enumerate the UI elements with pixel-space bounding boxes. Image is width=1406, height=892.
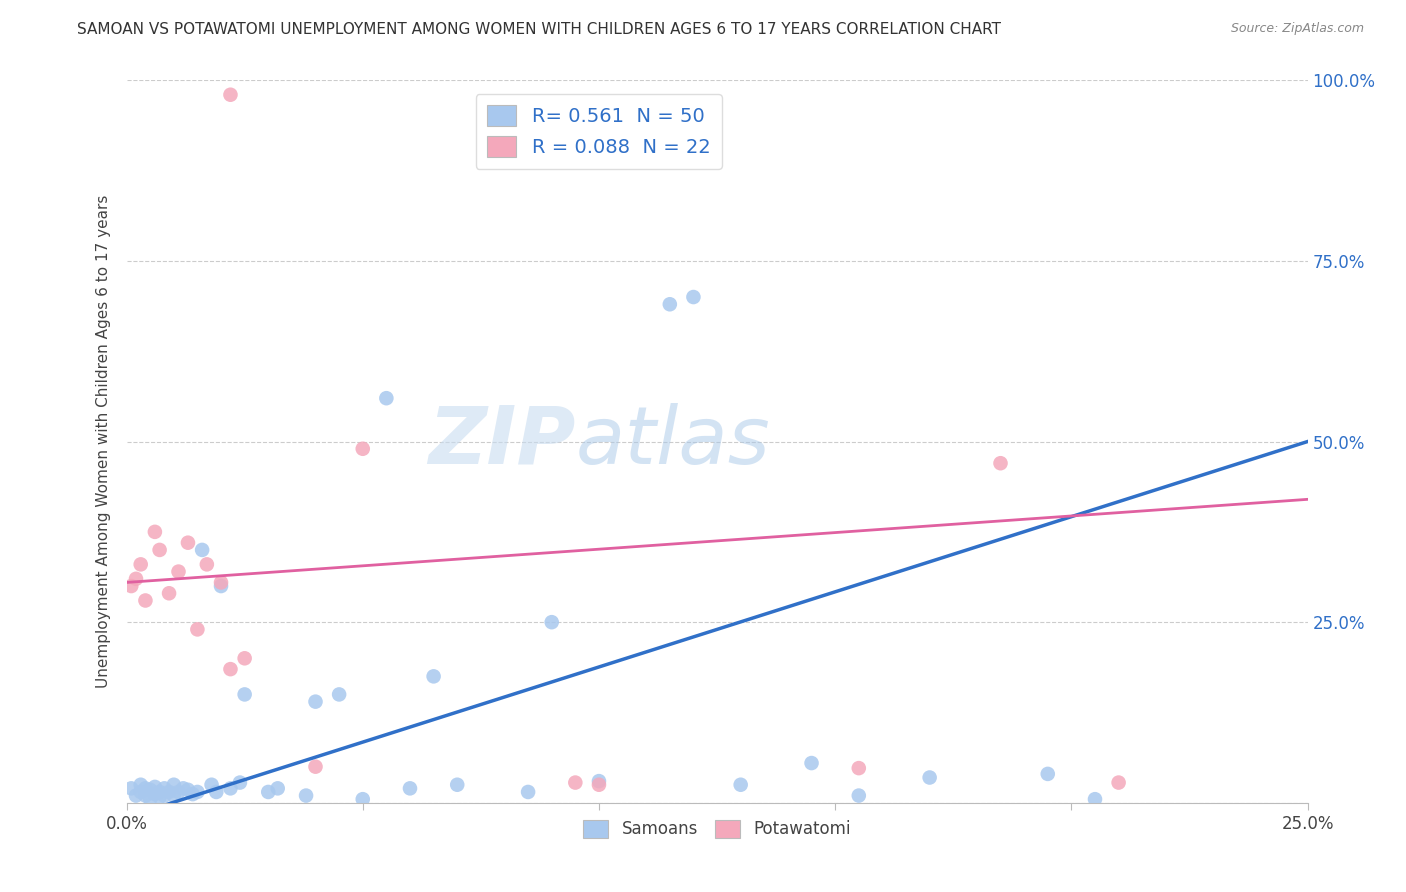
Legend: Samoans, Potawatomi: Samoans, Potawatomi xyxy=(576,813,858,845)
Text: atlas: atlas xyxy=(575,402,770,481)
Point xyxy=(918,771,941,785)
Point xyxy=(149,542,172,557)
Point xyxy=(143,524,166,539)
Point xyxy=(1084,792,1107,806)
Point xyxy=(172,781,194,796)
Point xyxy=(540,615,562,630)
Point xyxy=(352,792,374,806)
Point xyxy=(134,781,156,796)
Point xyxy=(167,785,190,799)
Point xyxy=(267,781,290,796)
Point xyxy=(205,785,228,799)
Point xyxy=(304,695,326,709)
Point xyxy=(848,761,870,775)
Point xyxy=(139,792,162,806)
Point xyxy=(800,756,823,770)
Point xyxy=(304,760,326,774)
Point xyxy=(153,781,176,796)
Point xyxy=(129,778,152,792)
Point xyxy=(139,782,162,797)
Point xyxy=(564,775,586,789)
Text: ZIP: ZIP xyxy=(427,402,575,481)
Point xyxy=(1036,767,1059,781)
Point xyxy=(730,778,752,792)
Point xyxy=(209,575,232,590)
Point xyxy=(233,651,256,665)
Point xyxy=(120,781,142,796)
Point xyxy=(129,558,152,572)
Point xyxy=(375,391,398,405)
Point xyxy=(257,785,280,799)
Y-axis label: Unemployment Among Women with Children Ages 6 to 17 years: Unemployment Among Women with Children A… xyxy=(96,194,111,689)
Point xyxy=(328,687,350,701)
Point xyxy=(167,565,190,579)
Point xyxy=(181,787,204,801)
Point xyxy=(233,687,256,701)
Point xyxy=(177,535,200,549)
Point xyxy=(295,789,318,803)
Point xyxy=(219,781,242,796)
Point xyxy=(143,780,166,794)
Point xyxy=(658,297,681,311)
Point xyxy=(517,785,540,799)
Point xyxy=(149,785,172,799)
Point xyxy=(177,782,200,797)
Point xyxy=(186,623,208,637)
Point xyxy=(157,785,180,799)
Point xyxy=(209,579,232,593)
Point xyxy=(163,778,186,792)
Point xyxy=(186,785,208,799)
Point xyxy=(588,778,610,792)
Point xyxy=(163,789,186,803)
Point xyxy=(153,789,176,803)
Point xyxy=(195,558,218,572)
Point xyxy=(219,662,242,676)
Point xyxy=(1108,775,1130,789)
Point xyxy=(200,778,222,792)
Point xyxy=(990,456,1012,470)
Point xyxy=(352,442,374,456)
Text: Source: ZipAtlas.com: Source: ZipAtlas.com xyxy=(1230,22,1364,36)
Point xyxy=(191,542,214,557)
Point xyxy=(422,669,444,683)
Point xyxy=(588,774,610,789)
Point xyxy=(682,290,704,304)
Point xyxy=(125,789,148,803)
Point xyxy=(446,778,468,792)
Point xyxy=(129,785,152,799)
Point xyxy=(125,572,148,586)
Point xyxy=(120,579,142,593)
Point xyxy=(848,789,870,803)
Point xyxy=(149,790,172,805)
Text: SAMOAN VS POTAWATOMI UNEMPLOYMENT AMONG WOMEN WITH CHILDREN AGES 6 TO 17 YEARS C: SAMOAN VS POTAWATOMI UNEMPLOYMENT AMONG … xyxy=(77,22,1001,37)
Point xyxy=(134,789,156,803)
Point xyxy=(157,586,180,600)
Point xyxy=(219,87,242,102)
Point xyxy=(399,781,422,796)
Point xyxy=(134,593,156,607)
Point xyxy=(143,787,166,801)
Point xyxy=(229,775,252,789)
